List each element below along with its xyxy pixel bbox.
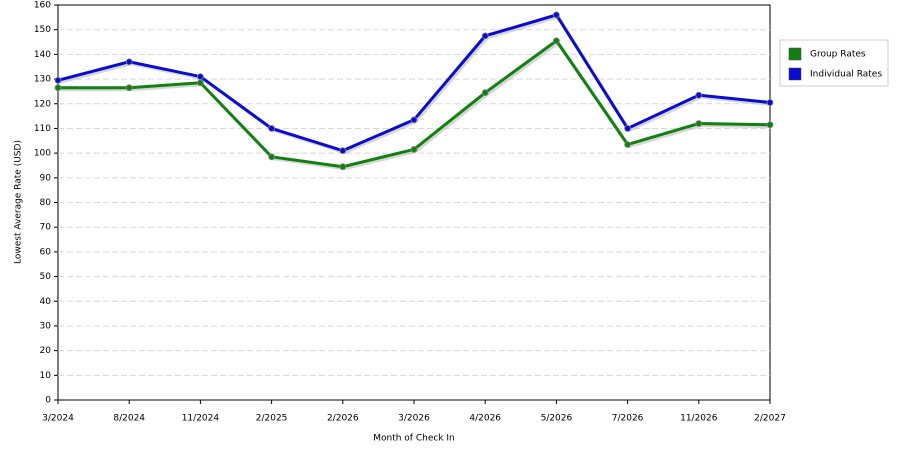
data-point: [553, 37, 560, 45]
y-tick-label: 80: [40, 198, 52, 208]
series-line: [57, 13, 771, 153]
x-tick-label: 3/2026: [398, 414, 430, 424]
data-point: [125, 84, 133, 92]
data-point: [196, 79, 204, 87]
y-tick-label: 160: [34, 1, 51, 11]
data-point: [624, 141, 631, 148]
legend-label: Group Rates: [810, 50, 866, 60]
data-point: [54, 84, 62, 92]
x-tick-label: 8/2024: [113, 414, 145, 424]
data-point: [196, 73, 204, 80]
data-point: [54, 76, 62, 84]
data-point: [553, 11, 560, 19]
y-tick-label: 110: [34, 124, 51, 134]
data-point: [481, 32, 489, 40]
y-tick-label: 130: [34, 75, 51, 85]
y-tick-label: 20: [40, 346, 52, 356]
x-tick-label: 4/2026: [469, 414, 501, 424]
x-tick-label: 3/2024: [42, 414, 74, 424]
y-tick-label: 0: [45, 396, 51, 406]
y-tick-label: 10: [40, 371, 52, 381]
y-tick-label: 60: [40, 247, 52, 257]
data-point: [339, 163, 347, 171]
x-tick-label: 2/2027: [754, 414, 786, 424]
data-point: [268, 125, 276, 132]
data-point: [339, 147, 347, 155]
data-point: [766, 121, 774, 129]
data-point: [695, 91, 703, 99]
legend-label: Individual Rates: [810, 70, 882, 80]
x-tick-label: 2/2025: [256, 414, 288, 424]
y-tick-label: 30: [40, 321, 52, 331]
x-tick-label: 11/2024: [182, 414, 220, 424]
y-tick-label: 90: [40, 173, 52, 183]
y-tick-label: 150: [34, 25, 51, 35]
y-axis-label: Lowest Average Rate (USD): [14, 140, 24, 264]
x-tick-label: 11/2026: [680, 414, 718, 424]
legend-swatch: [788, 67, 802, 81]
y-tick-label: 120: [34, 99, 51, 109]
data-point: [125, 58, 133, 66]
y-tick-label: 100: [34, 149, 51, 159]
data-point: [481, 89, 489, 97]
data-point: [268, 153, 276, 161]
y-tick-label: 40: [40, 297, 52, 307]
data-point: [410, 116, 418, 124]
y-tick-label: 70: [40, 223, 52, 233]
data-point: [695, 120, 703, 127]
legend-swatch: [788, 47, 802, 61]
data-point: [410, 146, 418, 153]
x-axis-label: Month of Check In: [373, 434, 455, 444]
data-point: [624, 125, 631, 132]
data-point: [766, 99, 774, 106]
x-tick-label: 5/2026: [541, 414, 573, 424]
y-tick-label: 50: [40, 272, 52, 282]
x-tick-label: 7/2026: [612, 414, 644, 424]
x-tick-label: 2/2026: [327, 414, 359, 424]
y-tick-label: 140: [34, 50, 51, 60]
